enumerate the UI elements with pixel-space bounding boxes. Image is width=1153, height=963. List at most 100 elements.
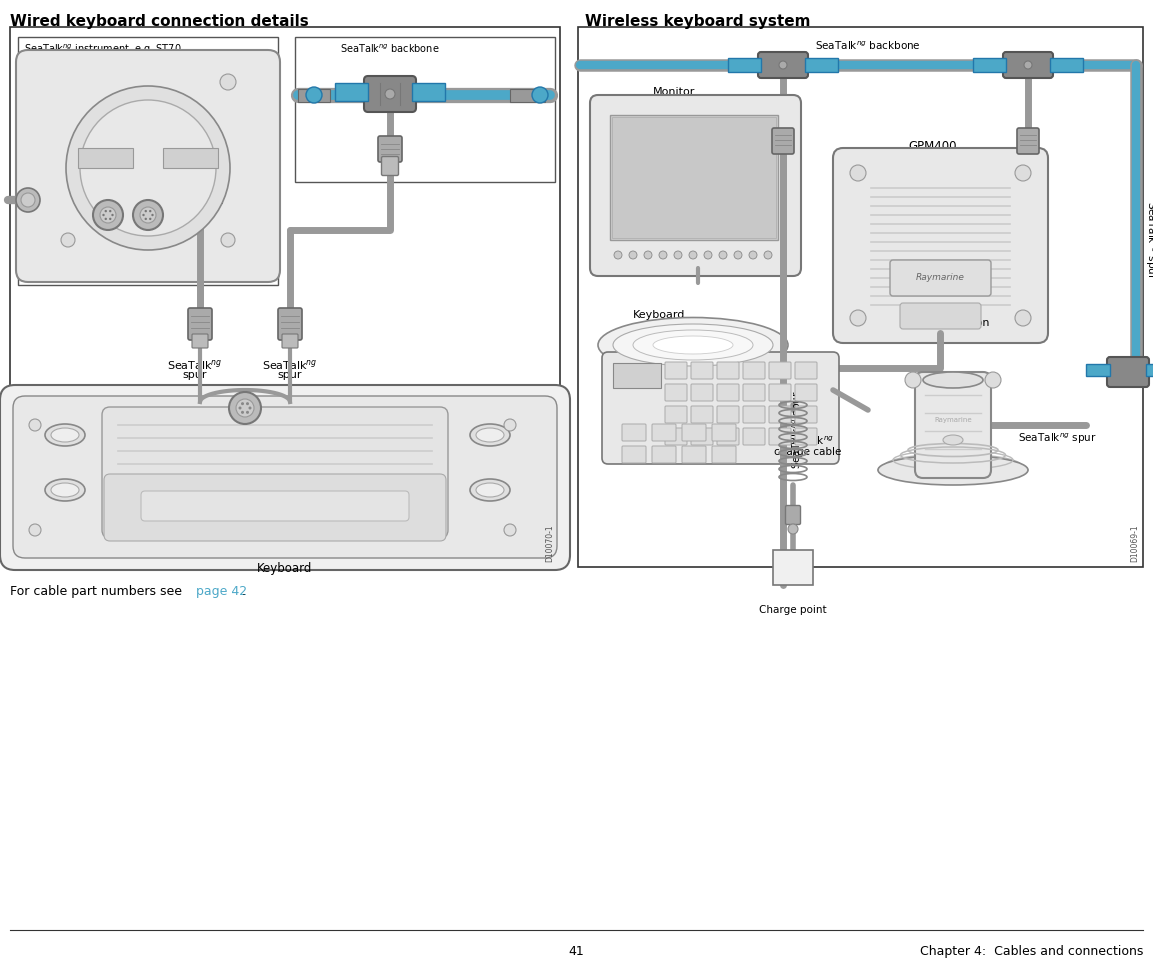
Text: Charge point: Charge point — [759, 605, 827, 615]
FancyBboxPatch shape — [691, 384, 713, 401]
Circle shape — [504, 524, 517, 536]
FancyBboxPatch shape — [141, 491, 409, 521]
Text: GPM400: GPM400 — [909, 140, 957, 153]
Circle shape — [532, 87, 548, 103]
Bar — [78, 148, 133, 168]
Bar — [728, 58, 761, 72]
FancyBboxPatch shape — [364, 76, 416, 112]
FancyBboxPatch shape — [713, 424, 736, 441]
FancyBboxPatch shape — [0, 385, 570, 570]
Bar — [1050, 58, 1083, 72]
Bar — [612, 117, 776, 238]
FancyBboxPatch shape — [101, 407, 449, 538]
Bar — [510, 89, 545, 102]
Circle shape — [241, 403, 244, 405]
Circle shape — [16, 188, 40, 212]
Ellipse shape — [476, 483, 504, 497]
Circle shape — [630, 251, 636, 259]
Circle shape — [675, 251, 683, 259]
Text: SeaTalk$^{ng}$: SeaTalk$^{ng}$ — [782, 435, 834, 448]
FancyBboxPatch shape — [832, 148, 1048, 343]
Circle shape — [749, 251, 758, 259]
Circle shape — [504, 419, 517, 431]
Text: Basestation: Basestation — [925, 318, 990, 328]
Ellipse shape — [476, 428, 504, 442]
Ellipse shape — [470, 479, 510, 501]
Text: SeaTalk$^{ng}$: SeaTalk$^{ng}$ — [167, 358, 223, 372]
FancyBboxPatch shape — [691, 428, 713, 445]
FancyBboxPatch shape — [188, 308, 212, 340]
FancyBboxPatch shape — [621, 424, 646, 441]
FancyBboxPatch shape — [665, 362, 687, 379]
Circle shape — [246, 403, 249, 405]
Text: Wireless keyboard system: Wireless keyboard system — [585, 14, 811, 29]
FancyBboxPatch shape — [193, 334, 208, 348]
FancyBboxPatch shape — [796, 428, 817, 445]
FancyBboxPatch shape — [683, 424, 706, 441]
Text: Raymarine: Raymarine — [915, 273, 964, 282]
Circle shape — [110, 218, 112, 221]
Bar — [613, 363, 661, 388]
Circle shape — [236, 399, 254, 417]
FancyBboxPatch shape — [717, 362, 739, 379]
FancyBboxPatch shape — [796, 406, 817, 423]
FancyBboxPatch shape — [683, 446, 706, 463]
Ellipse shape — [51, 483, 80, 497]
Text: SeaTalk$^{ng}$: SeaTalk$^{ng}$ — [262, 358, 318, 372]
Circle shape — [787, 524, 798, 534]
Bar — [412, 83, 445, 101]
Circle shape — [719, 251, 728, 259]
Circle shape — [144, 218, 146, 221]
Text: charge cable: charge cable — [775, 447, 842, 457]
Text: SeaTalk$^{ng}$ backbone: SeaTalk$^{ng}$ backbone — [340, 43, 439, 56]
FancyBboxPatch shape — [743, 406, 764, 423]
FancyBboxPatch shape — [769, 406, 791, 423]
FancyBboxPatch shape — [769, 428, 791, 445]
FancyBboxPatch shape — [1107, 357, 1150, 387]
Circle shape — [142, 214, 144, 217]
Circle shape — [249, 406, 251, 409]
FancyBboxPatch shape — [717, 406, 739, 423]
Circle shape — [306, 87, 322, 103]
Circle shape — [149, 210, 151, 212]
FancyBboxPatch shape — [769, 384, 791, 401]
FancyBboxPatch shape — [743, 428, 764, 445]
Bar — [336, 83, 368, 101]
Bar — [18, 37, 278, 285]
FancyBboxPatch shape — [691, 362, 713, 379]
Text: spur: spur — [278, 370, 302, 380]
FancyBboxPatch shape — [713, 446, 736, 463]
Ellipse shape — [943, 435, 963, 445]
Bar — [578, 27, 1143, 567]
FancyBboxPatch shape — [1017, 128, 1039, 154]
FancyBboxPatch shape — [743, 362, 764, 379]
FancyBboxPatch shape — [796, 384, 817, 401]
Circle shape — [1015, 165, 1031, 181]
FancyBboxPatch shape — [717, 428, 739, 445]
FancyBboxPatch shape — [758, 52, 808, 78]
Text: Raymarine: Raymarine — [934, 417, 972, 423]
FancyBboxPatch shape — [1003, 52, 1053, 78]
Bar — [10, 27, 560, 567]
Text: Wired keyboard connection details: Wired keyboard connection details — [10, 14, 309, 29]
Circle shape — [385, 89, 395, 99]
Circle shape — [850, 310, 866, 326]
Circle shape — [144, 210, 146, 212]
Bar — [805, 58, 838, 72]
Circle shape — [21, 193, 35, 207]
FancyBboxPatch shape — [691, 406, 713, 423]
Circle shape — [1015, 310, 1031, 326]
FancyBboxPatch shape — [278, 308, 302, 340]
Circle shape — [985, 372, 1001, 388]
Circle shape — [1024, 61, 1032, 69]
Bar — [297, 89, 330, 102]
FancyBboxPatch shape — [915, 372, 990, 478]
Ellipse shape — [470, 424, 510, 446]
Text: D10069-1: D10069-1 — [1130, 525, 1139, 562]
Circle shape — [105, 210, 107, 212]
Text: D10070-1: D10070-1 — [545, 525, 553, 562]
Circle shape — [615, 251, 621, 259]
Circle shape — [29, 524, 42, 536]
Text: page 42: page 42 — [196, 585, 247, 598]
Circle shape — [905, 372, 921, 388]
